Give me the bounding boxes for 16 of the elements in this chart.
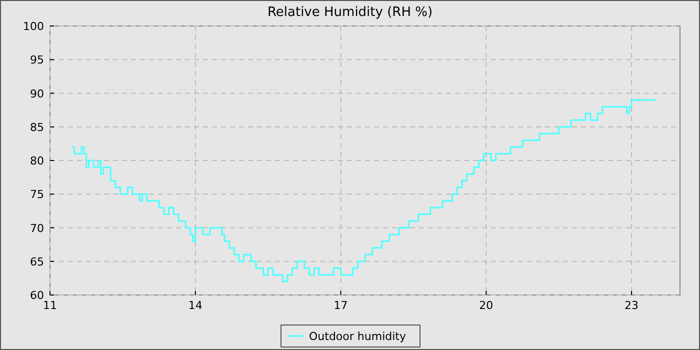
y-tick-label: 70 [30, 222, 44, 235]
legend-label: Outdoor humidity [309, 330, 406, 343]
y-tick-label: 80 [30, 154, 44, 168]
x-tick-label: 11 [43, 299, 57, 312]
y-tick-label: 65 [30, 255, 44, 268]
y-tick-label: 85 [30, 120, 44, 134]
y-tick-label: 100 [23, 20, 44, 33]
y-tick-label: 95 [30, 54, 44, 67]
x-tick-label: 20 [479, 299, 494, 312]
y-tick-label: 75 [30, 188, 44, 202]
chart-title: Relative Humidity (RH %) [267, 5, 433, 20]
y-tick-label: 90 [30, 87, 44, 100]
x-tick-label: 17 [334, 299, 348, 312]
x-tick-label: 14 [188, 299, 202, 312]
x-tick-label: 23 [624, 299, 639, 312]
y-tick-label: 60 [30, 289, 44, 302]
